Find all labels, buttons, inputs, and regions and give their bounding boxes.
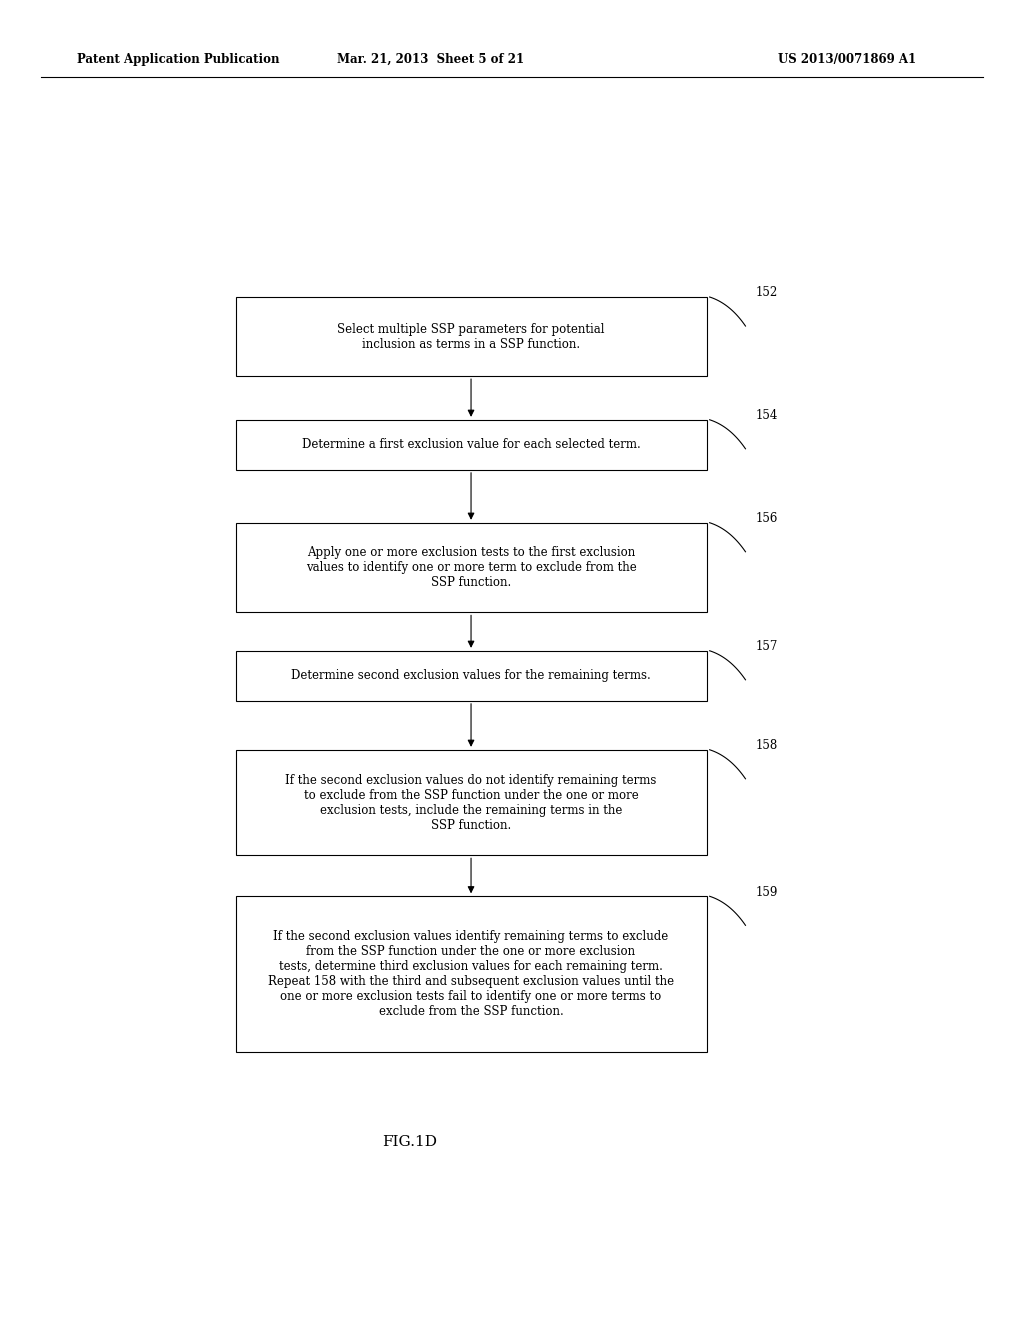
Text: Determine second exclusion values for the remaining terms.: Determine second exclusion values for th…	[291, 669, 651, 682]
Text: US 2013/0071869 A1: US 2013/0071869 A1	[778, 53, 916, 66]
FancyBboxPatch shape	[236, 750, 707, 855]
FancyBboxPatch shape	[236, 297, 707, 376]
Text: 152: 152	[756, 286, 778, 300]
Text: Apply one or more exclusion tests to the first exclusion
values to identify one : Apply one or more exclusion tests to the…	[306, 546, 636, 589]
FancyBboxPatch shape	[236, 523, 707, 612]
Text: Determine a first exclusion value for each selected term.: Determine a first exclusion value for ea…	[302, 438, 640, 451]
Text: 156: 156	[756, 512, 778, 525]
Text: Mar. 21, 2013  Sheet 5 of 21: Mar. 21, 2013 Sheet 5 of 21	[337, 53, 523, 66]
Text: If the second exclusion values do not identify remaining terms
to exclude from t: If the second exclusion values do not id…	[286, 774, 656, 832]
FancyBboxPatch shape	[236, 896, 707, 1052]
Text: Select multiple SSP parameters for potential
inclusion as terms in a SSP functio: Select multiple SSP parameters for poten…	[337, 322, 605, 351]
Text: If the second exclusion values identify remaining terms to exclude
from the SSP : If the second exclusion values identify …	[268, 931, 674, 1018]
Text: 157: 157	[756, 640, 778, 653]
Text: 154: 154	[756, 409, 778, 422]
Text: FIG.1D: FIG.1D	[382, 1135, 437, 1148]
Text: 158: 158	[756, 739, 778, 752]
Text: Patent Application Publication: Patent Application Publication	[77, 53, 280, 66]
FancyBboxPatch shape	[236, 420, 707, 470]
Text: 159: 159	[756, 886, 778, 899]
FancyBboxPatch shape	[236, 651, 707, 701]
